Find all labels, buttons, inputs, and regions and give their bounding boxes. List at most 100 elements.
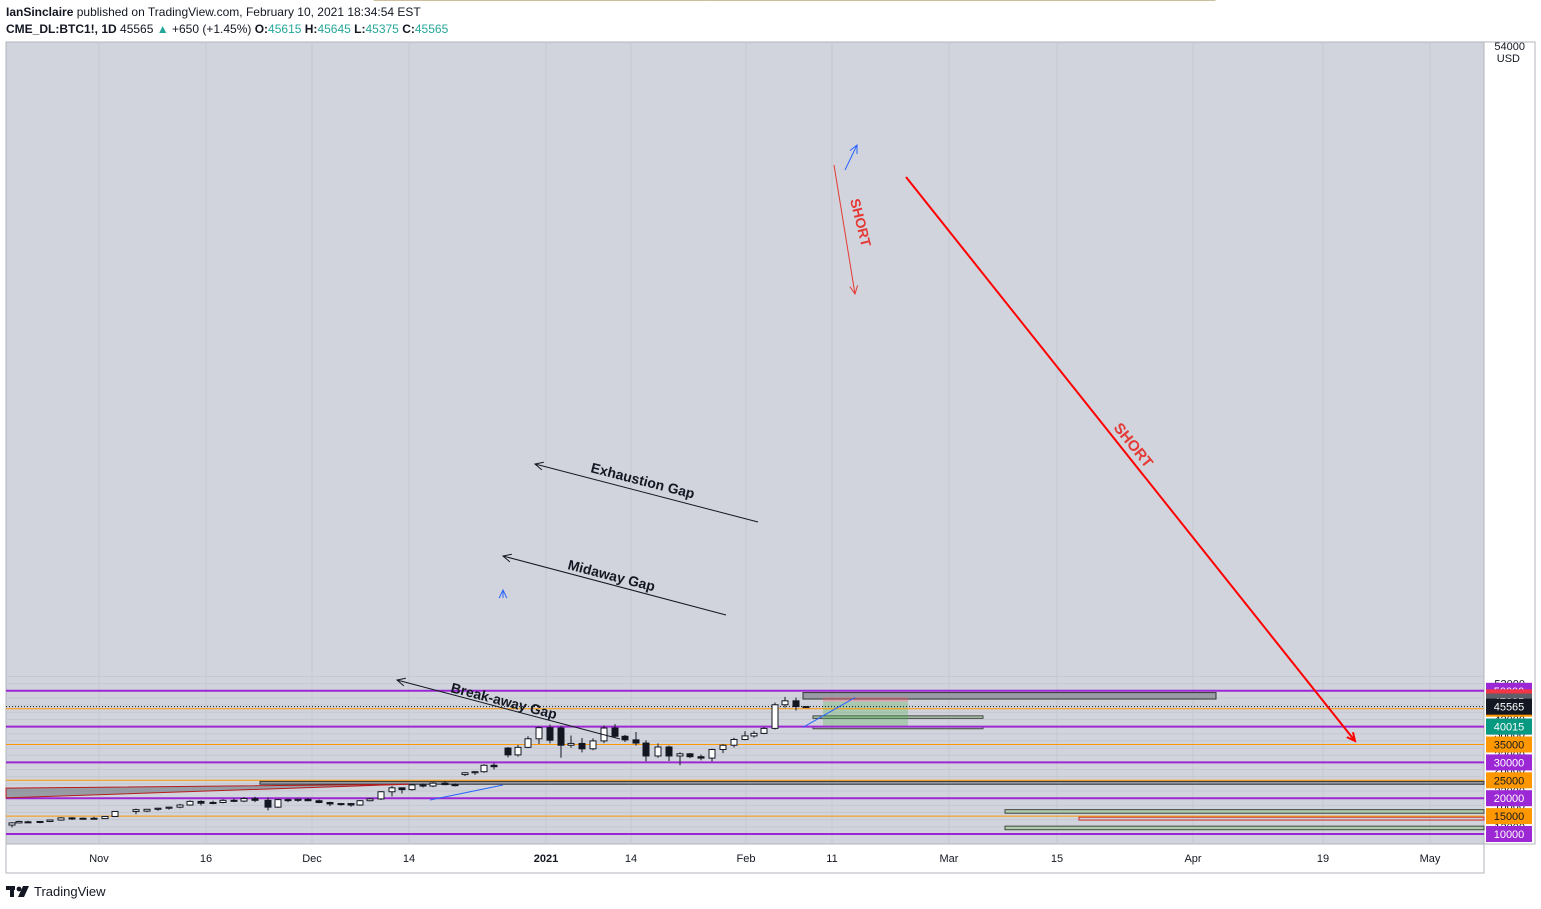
zones <box>259 692 1485 831</box>
time-tick-label: 11 <box>826 853 837 865</box>
footer-brand[interactable]: TradingView <box>34 883 106 899</box>
candle-body <box>408 784 416 791</box>
midaway-gap-arrow-head <box>501 553 512 563</box>
close-value: 45565 <box>414 22 449 36</box>
blue-trend-arrow <box>802 697 856 728</box>
candle-body <box>388 787 396 793</box>
candle-body <box>284 799 292 802</box>
candle-body <box>557 727 565 746</box>
author-name[interactable]: IanSinclaire <box>6 5 74 19</box>
candle-body <box>377 791 385 800</box>
level-price-tag: 15000 <box>1494 811 1525 823</box>
candle-body <box>611 727 619 737</box>
candle-body <box>429 782 437 787</box>
short-target-arrow-head <box>1346 732 1357 743</box>
price-tick-label: 54000 <box>1494 41 1525 53</box>
candle-body <box>461 772 469 776</box>
candle-body <box>356 800 364 806</box>
short-target-arrow <box>905 176 1356 742</box>
candle-body <box>24 821 32 824</box>
candle-body <box>304 798 312 802</box>
level-price-tag-bg <box>1486 736 1532 753</box>
time-tick-label: Feb <box>737 853 756 865</box>
publish-line: IanSinclaire published on TradingView.co… <box>6 5 421 19</box>
high-value: 45645 <box>317 22 351 36</box>
candle-body <box>781 700 789 706</box>
close-label: C: <box>402 22 415 36</box>
time-tick-label: 15 <box>1051 853 1063 865</box>
time-tick-label: May <box>1420 853 1441 865</box>
candle-body <box>398 787 406 791</box>
blue-arrow-tip <box>844 144 858 171</box>
candle-body <box>197 800 205 804</box>
stop-loss-zone <box>823 697 908 702</box>
plot-area[interactable] <box>5 41 1485 845</box>
candle-body <box>315 800 323 803</box>
symbol-label[interactable]: CME_DL:BTC1!, 1D <box>6 22 117 36</box>
candle-body <box>347 803 355 806</box>
level-price-tag-bg <box>1486 772 1532 789</box>
candle-body <box>264 799 272 808</box>
breakaway-gap-arrow <box>396 679 621 740</box>
candle-body <box>165 806 173 809</box>
candle-body <box>451 784 459 787</box>
time-tick-label: 14 <box>625 853 637 865</box>
level-price-tag-bg <box>1486 754 1532 771</box>
candle-body <box>186 800 194 806</box>
harmonic-patterns <box>5 0 1216 801</box>
time-tick-label: Dec <box>302 853 322 865</box>
time-tick-label: 19 <box>1317 853 1329 865</box>
short-small-arrow <box>833 164 856 295</box>
candle-body <box>697 756 705 759</box>
time-tick-label: 2021 <box>534 853 558 865</box>
current-price-tag: 40015 <box>1494 722 1525 734</box>
candle-body <box>471 771 479 774</box>
candle-body <box>337 803 345 806</box>
candle-body <box>514 746 522 756</box>
candle-body <box>8 822 16 826</box>
last-price: 45565 <box>120 22 154 36</box>
high-label: H: <box>304 22 318 36</box>
level-price-tag-bg <box>1486 826 1532 842</box>
tradingview-logo-icon[interactable] <box>6 884 30 898</box>
current-price-tag-bg <box>1486 718 1532 735</box>
candle-body <box>176 804 184 808</box>
candle-body <box>480 764 488 773</box>
candles <box>8 696 810 828</box>
publish-info: published on TradingView.com, February 1… <box>76 5 421 19</box>
candle-body <box>632 739 640 744</box>
candle-body <box>741 735 749 740</box>
exhaustion-gap-arrow-head <box>533 461 544 471</box>
time-axis[interactable] <box>5 843 1485 874</box>
target-zone-outline <box>1078 816 1485 821</box>
level-price-tag: 35000 <box>1494 740 1525 752</box>
low-value: 45375 <box>365 22 399 36</box>
candle-body <box>676 753 684 757</box>
level-price-tag: 10000 <box>1494 829 1525 841</box>
candle-body <box>230 799 238 802</box>
midaway-gap-arrow <box>502 555 727 616</box>
level-price-tag-bg <box>1486 790 1532 807</box>
resistance-zone-box <box>802 692 1217 700</box>
candle-body <box>441 782 449 786</box>
candle-body <box>57 817 65 821</box>
candle-body <box>546 727 554 741</box>
candle-body <box>366 798 374 802</box>
time-tick-label: Nov <box>89 853 109 865</box>
candle-body <box>771 704 779 729</box>
chart-header: IanSinclaire published on TradingView.co… <box>0 0 1541 42</box>
candle-body <box>708 749 716 759</box>
candle-body <box>209 801 217 804</box>
time-tick-label: Apr <box>1184 853 1201 865</box>
candle-body <box>294 798 302 801</box>
short-small-arrow-head <box>849 285 859 296</box>
candle-body <box>524 738 532 748</box>
level-price-tag: 20000 <box>1494 793 1525 805</box>
blue-arrow-tip-head <box>498 588 508 599</box>
candle-body <box>15 820 23 824</box>
horizontal-levels <box>6 689 1484 835</box>
level-price-tag: 25000 <box>1494 775 1525 787</box>
change-arrow-icon: ▲ <box>156 22 169 36</box>
candle-body <box>111 810 119 817</box>
